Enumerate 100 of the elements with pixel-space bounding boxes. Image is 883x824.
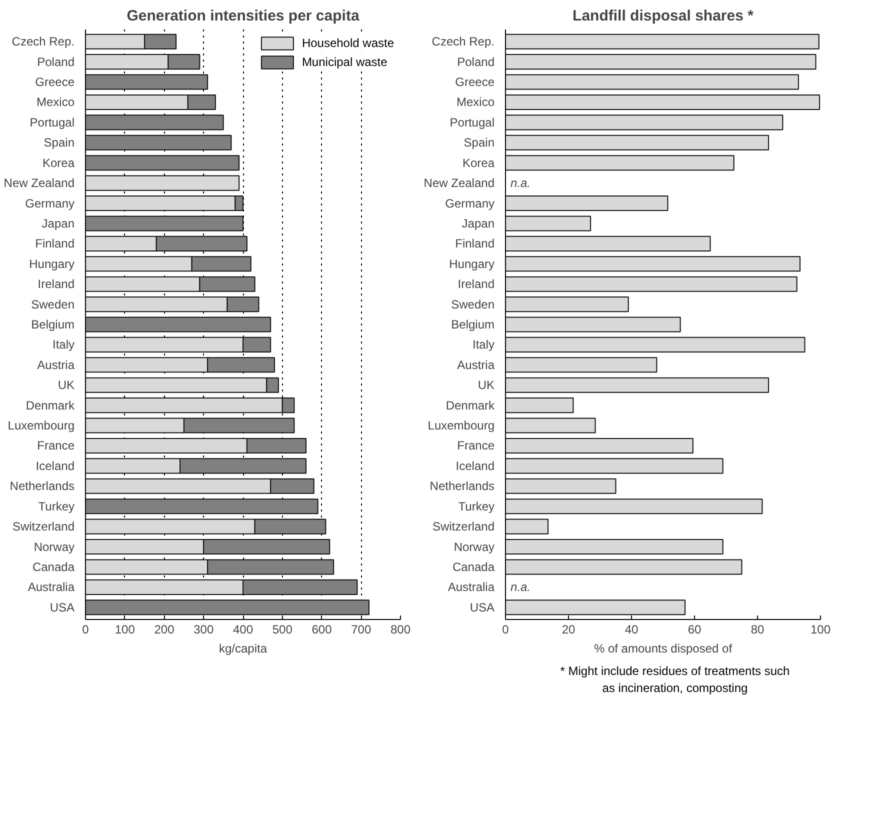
y-tick-label: Czech Rep. bbox=[12, 34, 75, 49]
x-tick-label: 800 bbox=[390, 622, 411, 636]
y-tick-label: USA bbox=[470, 600, 495, 614]
bar bbox=[506, 94, 820, 110]
text: n.a. bbox=[510, 176, 531, 190]
y-tick-label: Ireland bbox=[458, 277, 495, 292]
y-tick-label: Portugal bbox=[450, 115, 495, 130]
x-tick-label: 200 bbox=[154, 622, 175, 636]
bar bbox=[506, 54, 816, 70]
y-tick-label: Australia bbox=[448, 580, 495, 594]
y-tick-label: France bbox=[457, 438, 495, 453]
y-tick-label: USA bbox=[50, 600, 75, 614]
y-tick-label: Greece bbox=[35, 75, 75, 90]
y-tick-label: Finland bbox=[35, 236, 74, 251]
bar bbox=[506, 316, 681, 332]
x-tick-label: 80 bbox=[750, 622, 764, 636]
bar bbox=[506, 216, 592, 232]
y-tick-label: Korea bbox=[462, 156, 495, 170]
y-tick-label: UK bbox=[478, 378, 494, 392]
bar bbox=[506, 559, 742, 575]
legend-label: Household waste bbox=[302, 36, 394, 50]
x-axis-title: kg/capita bbox=[218, 642, 268, 656]
y-tick-label: Norway bbox=[34, 540, 75, 554]
x-tick-label: 60 bbox=[688, 622, 702, 636]
y-tick-label: Mexico bbox=[456, 95, 495, 110]
y-tick-label: Luxembourg bbox=[8, 418, 75, 433]
y-tick-label: Poland bbox=[457, 54, 495, 69]
y-tick-label: Ireland bbox=[38, 277, 75, 292]
y-tick-label: Belgium bbox=[451, 318, 495, 332]
y-tick-label: Denmark bbox=[446, 398, 496, 412]
x-tick-label: 500 bbox=[272, 622, 293, 636]
bar bbox=[86, 155, 240, 171]
y-tick-label: Netherlands bbox=[430, 479, 495, 494]
text: n.a. bbox=[510, 580, 531, 594]
bar bbox=[506, 256, 801, 272]
bar bbox=[506, 155, 734, 171]
y-tick-label: Canada bbox=[452, 560, 495, 574]
bar bbox=[506, 518, 549, 534]
y-tick-label: Hungary bbox=[29, 256, 74, 271]
y-tick-label: Japan bbox=[462, 216, 495, 230]
bar bbox=[506, 336, 806, 352]
y-tick-label: Norway bbox=[454, 540, 495, 554]
y-tick-label: Belgium bbox=[31, 318, 75, 332]
y-tick-label: Mexico bbox=[36, 95, 75, 110]
legend-label: Municipal waste bbox=[302, 55, 388, 69]
y-tick-label: Finland bbox=[455, 236, 494, 251]
y-tick-label: Portugal bbox=[30, 115, 75, 130]
x-tick-label: 700 bbox=[351, 622, 372, 636]
bar bbox=[506, 438, 694, 454]
x-tick-label: 0 bbox=[82, 622, 90, 636]
y-tick-label: Czech Rep. bbox=[432, 34, 495, 49]
y-tick-label: Italy bbox=[52, 338, 75, 352]
bar bbox=[506, 276, 798, 292]
y-tick-label: Netherlands bbox=[10, 479, 75, 494]
y-tick-label: Germany bbox=[445, 196, 495, 210]
bar bbox=[506, 357, 658, 373]
y-tick-label: Canada bbox=[32, 560, 75, 574]
bar bbox=[86, 114, 224, 130]
bar bbox=[506, 377, 770, 393]
x-tick-label: 400 bbox=[232, 622, 254, 636]
bar bbox=[86, 216, 244, 232]
y-tick-label: New Zealand bbox=[424, 176, 495, 190]
text: * Might include residues of treatments such as incineration, composting bbox=[560, 663, 790, 698]
x-tick-label: 100 bbox=[810, 622, 831, 636]
bar bbox=[506, 478, 616, 494]
bar bbox=[506, 236, 711, 252]
y-tick-label: Germany bbox=[25, 196, 75, 210]
bar bbox=[86, 600, 370, 616]
y-tick-label: Turkey bbox=[458, 499, 495, 514]
x-axis-title: % of amounts disposed of bbox=[594, 642, 733, 656]
bar bbox=[506, 195, 668, 212]
y-tick-label: UK bbox=[58, 378, 74, 392]
bar bbox=[86, 134, 232, 150]
x-tick-label: 300 bbox=[194, 622, 214, 636]
y-tick-label: Turkey bbox=[38, 499, 75, 514]
y-tick-label: Denmark bbox=[26, 398, 76, 412]
y-tick-label: Italy bbox=[472, 338, 495, 352]
y-tick-label: France bbox=[37, 438, 75, 453]
y-tick-label: Australia bbox=[28, 580, 75, 594]
bar bbox=[506, 398, 574, 414]
bar bbox=[86, 498, 318, 514]
x-tick-label: 40 bbox=[624, 622, 638, 636]
y-tick-label: Spain bbox=[464, 136, 495, 150]
y-tick-label: Korea bbox=[42, 156, 75, 170]
bar bbox=[506, 114, 784, 130]
y-tick-label: Greece bbox=[455, 75, 495, 90]
y-tick-label: Sweden bbox=[31, 297, 75, 312]
bar bbox=[506, 458, 724, 474]
bar bbox=[506, 296, 629, 312]
chart-title: Generation intensities per capita bbox=[126, 8, 360, 24]
y-tick-label: Sweden bbox=[451, 297, 495, 312]
y-tick-label: Austria bbox=[457, 358, 495, 372]
x-tick-label: 600 bbox=[312, 622, 332, 636]
y-tick-label: New Zealand bbox=[4, 176, 75, 190]
y-tick-label: Iceland bbox=[456, 458, 495, 473]
bar bbox=[506, 34, 820, 50]
bar bbox=[506, 498, 763, 514]
y-tick-label: Switzerland bbox=[12, 520, 75, 534]
bar bbox=[86, 316, 272, 332]
bar bbox=[506, 600, 686, 616]
